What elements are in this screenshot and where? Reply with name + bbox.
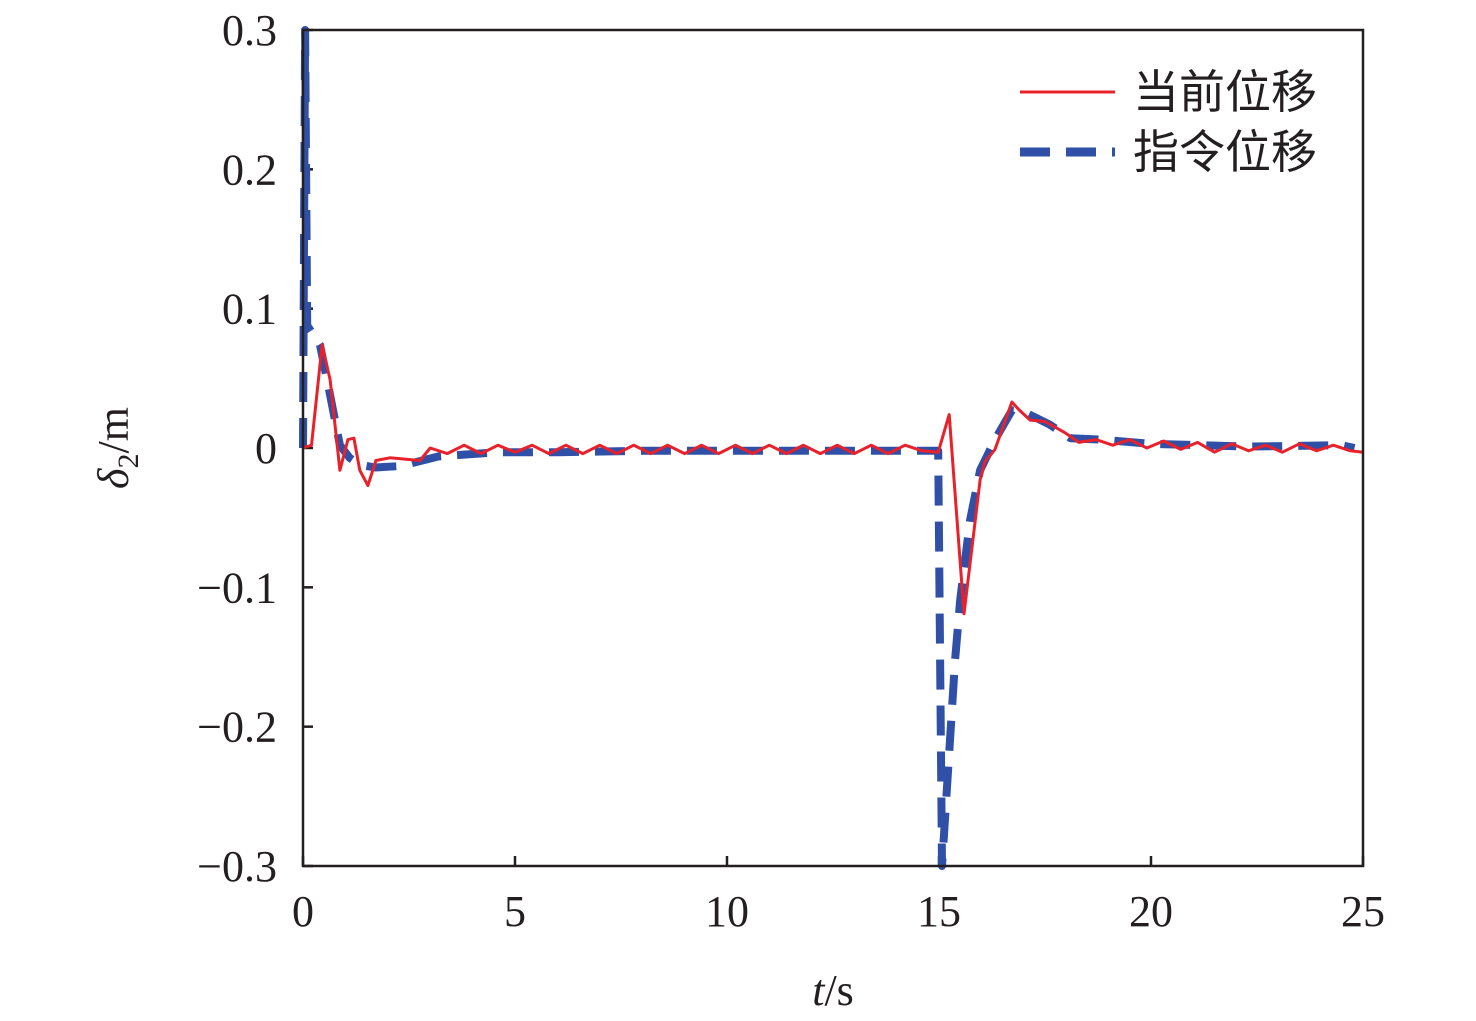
legend-label-current: 当前位移 (1133, 67, 1317, 118)
x-tick-label: 5 (504, 887, 526, 936)
y-tick-label: 0.1 (222, 285, 277, 334)
x-tick-label: 0 (292, 887, 314, 936)
x-axis-title: t/s (812, 966, 854, 1015)
y-tick-label: 0 (255, 424, 277, 473)
legend: 当前位移 指令位移 (1020, 67, 1317, 178)
y-tick-label: −0.3 (197, 842, 277, 891)
x-tick-label: 15 (917, 887, 961, 936)
y-tick-label: −0.2 (197, 703, 277, 752)
y-tick-label: −0.1 (197, 563, 277, 612)
y-axis-title: δ2/m (89, 407, 145, 489)
y-tick-label: 0.3 (222, 6, 277, 55)
plot-frame (301, 28, 1365, 868)
legend-label-command: 指令位移 (1133, 127, 1317, 178)
x-tick-label: 10 (705, 887, 749, 936)
series-current-displacement-line (302, 343, 1364, 616)
x-tick-label: 20 (1129, 887, 1173, 936)
x-tick-label: 25 (1341, 887, 1385, 936)
y-tick-label: 0.2 (222, 145, 277, 194)
